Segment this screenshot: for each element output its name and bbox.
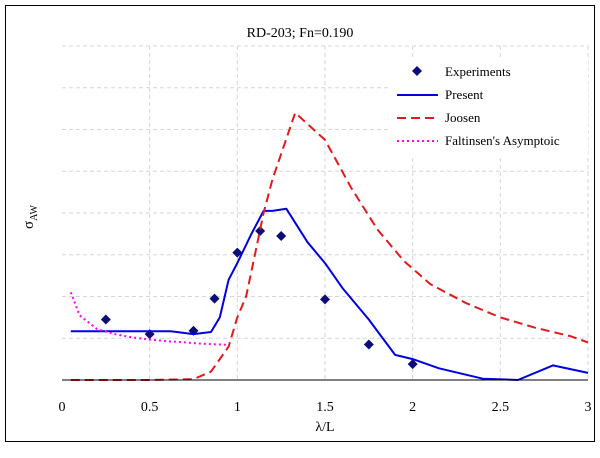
- x-tick-labels: 0 0.5 1 1.5 2 2.5 3: [59, 400, 592, 415]
- x-tick-label: 1: [234, 400, 241, 415]
- series-line-faltinsen-s-asymptoic: [69, 291, 229, 346]
- data-point-experiments: [320, 294, 330, 305]
- x-tick-label: 0.5: [141, 400, 159, 415]
- y-axis-label-main: σ: [21, 221, 37, 229]
- series-layer: [69, 111, 589, 381]
- x-tick-label: 2: [409, 400, 416, 415]
- legend: Experiments Present Joosen Faltinsen's A…: [388, 57, 588, 157]
- x-tick-label: 0: [59, 400, 66, 415]
- legend-label-present: Present: [445, 87, 484, 102]
- data-point-experiments: [363, 339, 374, 350]
- x-tick-label: 1.5: [316, 400, 334, 415]
- x-tick-label: 2.5: [492, 400, 510, 415]
- chart-title: RD-203; Fn=0.190: [247, 26, 354, 41]
- series-line-joosen: [70, 111, 589, 381]
- data-point-experiments: [407, 359, 418, 370]
- data-point-experiments: [232, 247, 243, 258]
- data-point-experiments: [255, 225, 266, 236]
- legend-label-experiments: Experiments: [445, 64, 511, 79]
- y-axis-label: σAW: [21, 204, 40, 229]
- legend-label-joosen: Joosen: [445, 110, 481, 125]
- legend-label-faltinsen: Faltinsen's Asymptoic: [445, 133, 560, 148]
- data-point-experiments: [100, 314, 111, 325]
- data-point-experiments: [209, 293, 220, 304]
- series-line-present: [70, 207, 589, 381]
- x-axis-label: λ/L: [315, 420, 334, 435]
- y-axis-label-sub: AW: [29, 204, 40, 220]
- legend-box: [388, 57, 588, 157]
- data-point-experiments: [276, 230, 287, 241]
- legend-marker-experiments: [412, 66, 422, 76]
- x-tick-label: 3: [585, 400, 592, 415]
